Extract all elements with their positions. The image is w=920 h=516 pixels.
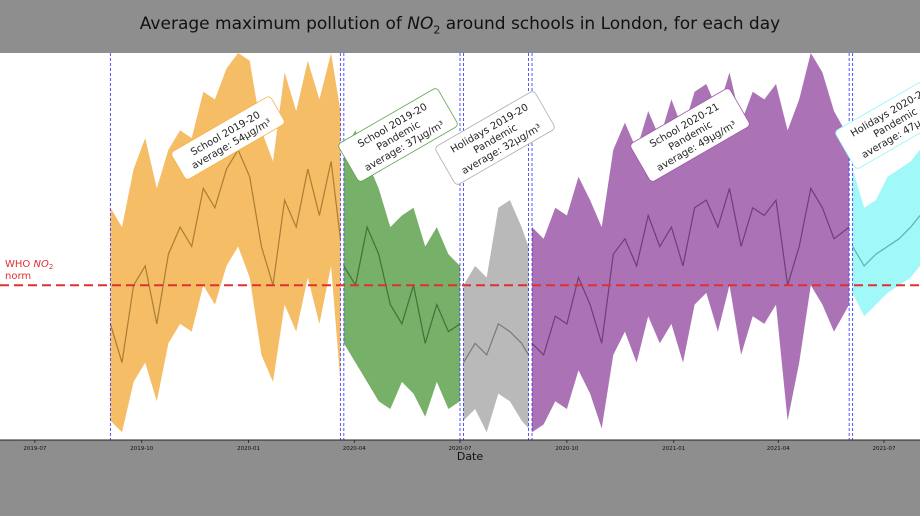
period-label-box-4	[835, 75, 920, 169]
x-axis-label: Date	[456, 450, 484, 463]
title-subscript: 2	[433, 23, 441, 37]
series-band-0	[110, 53, 341, 433]
period-label-box-2	[435, 91, 555, 185]
series-mean-0	[109, 148, 341, 363]
series-mean-2	[462, 322, 530, 363]
series-mean-4	[852, 215, 920, 267]
series-band-4	[852, 149, 920, 317]
x-tick-label-7: 2021-04	[767, 446, 790, 452]
x-tick-label-3: 2020-04	[343, 446, 366, 452]
period-label-box-3	[630, 88, 750, 182]
period-label-box-0	[171, 96, 285, 180]
series-mean-3	[531, 186, 850, 357]
period-boundaries	[109, 53, 854, 440]
who-norm-subscript: 2	[49, 263, 53, 271]
x-tick-label-5: 2020-10	[555, 446, 578, 452]
series-mean-1	[343, 225, 461, 344]
x-tick-label-4: 2020-07	[449, 446, 472, 452]
x-tick-label-2: 2020-01	[237, 446, 260, 452]
x-tick-label-0: 2019-07	[23, 446, 46, 452]
series-means	[109, 148, 920, 363]
chart-title: Average maximum pollution of NO2 around …	[0, 14, 920, 36]
series-band-3	[532, 53, 850, 433]
who-norm-symbol: NO	[33, 259, 48, 270]
series-band-2	[463, 200, 529, 433]
who-norm-label: WHO NO2	[5, 259, 53, 271]
series-bands	[110, 53, 920, 433]
x-tick-label-8: 2021-07	[872, 446, 895, 452]
series-band-1	[343, 130, 460, 417]
who-norm-prefix: WHO	[5, 259, 33, 270]
period-label-box-1	[338, 88, 458, 182]
x-axis: 2019-07 2019-10 2020-01 2020-04 2020-07 2020-…	[23, 440, 896, 452]
x-tick-label-6: 2021-01	[662, 446, 685, 452]
title-symbol: NO	[407, 14, 434, 34]
who-norm-suffix: norm	[5, 271, 31, 282]
title-suffix: around schools in London, for each day	[440, 14, 781, 34]
x-tick-label-1: 2019-10	[130, 446, 153, 452]
title-prefix: Average maximum pollution of	[139, 14, 408, 34]
